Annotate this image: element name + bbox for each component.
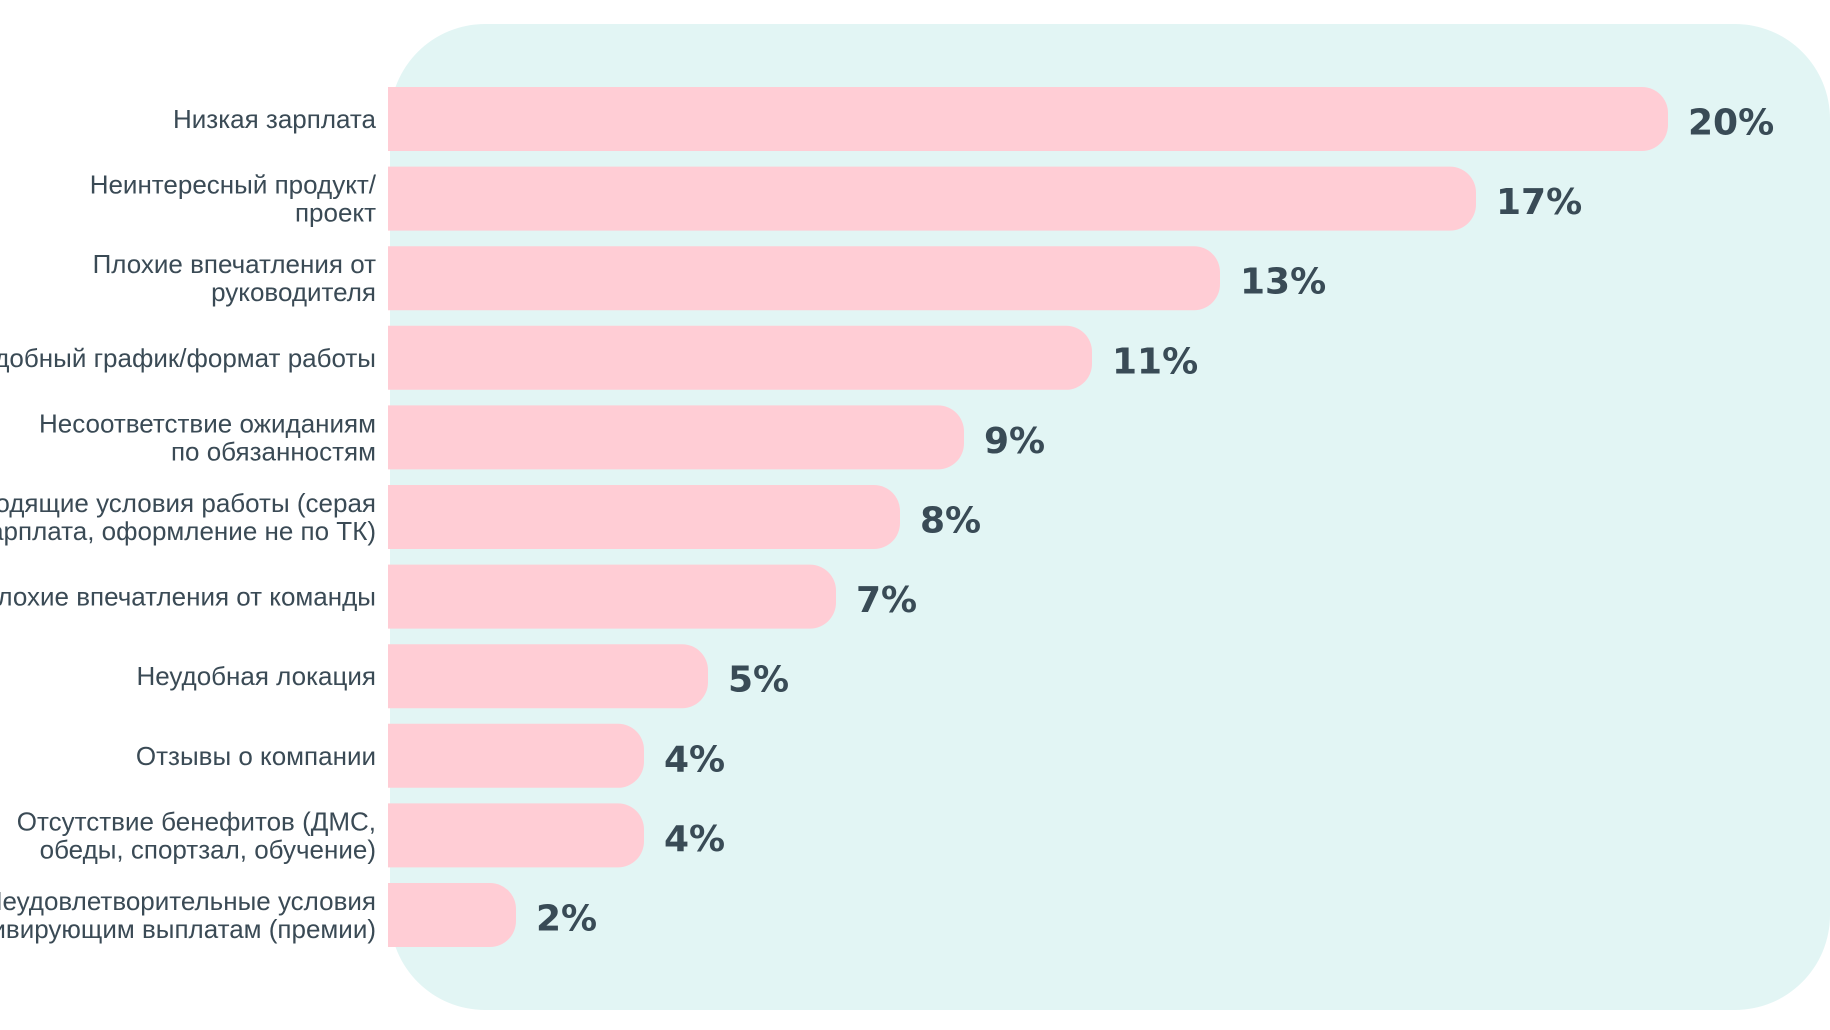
category-label-line: проект [295,198,376,228]
category-label-line: по мотивирующим выплатам (премии) [0,914,376,944]
category-labels-group: Низкая зарплата Неинтересный продукт/прое… [0,104,377,944]
bar [388,246,1221,311]
category-label-line: Неудобная локация [136,661,376,691]
category-label-line: Плохие впечатления от команды [0,582,376,612]
value-label: 8% [920,501,981,542]
category-label-line: Отсутствие бенефитов (ДМС, [17,806,376,836]
bar [388,405,964,470]
category-label-line: Неподходящие условия работы (серая [0,488,376,518]
value-label: 2% [536,899,597,940]
bar [388,166,1476,231]
category-label: Неподходящие условия работы (сераязарпла… [0,488,376,546]
bars-group [388,87,1668,947]
value-label: 5% [728,660,789,701]
category-label: Неудовлетворительные условияпо мотивирую… [0,886,376,944]
bar [388,883,516,947]
bar [388,644,708,709]
category-label-line: Несоответствие ожиданиям [39,408,376,438]
category-label-line: Низкая зарплата [173,104,377,134]
category-label-line: Неинтересный продукт/ [90,170,377,200]
value-label: 20% [1688,103,1774,144]
category-label: Отзывы о компании [136,741,376,771]
bar [388,803,644,868]
value-label: 11% [1112,341,1198,382]
category-label-line: Плохие впечатления от [93,249,376,279]
value-label: 17% [1496,182,1582,223]
value-label: 4% [664,819,725,860]
category-label-line: Отзывы о компании [136,741,376,771]
value-label: 13% [1240,262,1326,303]
category-label: Неинтересный продукт/проект [90,170,377,228]
bar [388,564,836,629]
value-label: 4% [664,739,725,780]
category-label: Плохие впечатления от руководителя [93,249,376,307]
category-label-line: руководителя [211,277,376,307]
value-labels-group: 20%17%13%11%9%8%7%5%4%4%2% [536,103,1774,940]
bar [388,87,1668,151]
bar [388,723,644,788]
category-label: Плохие впечатления от команды [0,582,376,612]
category-label-line: по обязанностям [171,436,376,466]
bar [388,325,1092,390]
category-label: Неудобный график/формат работы [0,343,376,373]
category-label-line: зарплата, оформление не по ТК) [0,516,376,546]
bar [388,485,900,549]
category-label-line: Неудовлетворительные условия [0,886,376,916]
category-label: Несоответствие ожиданиям по обязанностям [39,408,376,466]
category-label-line: обеды, спортзал, обучение) [40,834,376,864]
value-label: 9% [984,421,1045,462]
category-label: Низкая зарплата [173,104,377,134]
value-label: 7% [856,580,917,621]
category-label: Неудобная локация [136,661,376,691]
category-label-line: Неудобный график/формат работы [0,343,376,373]
category-label: Отсутствие бенефитов (ДМС, обеды, спортза… [17,806,376,864]
